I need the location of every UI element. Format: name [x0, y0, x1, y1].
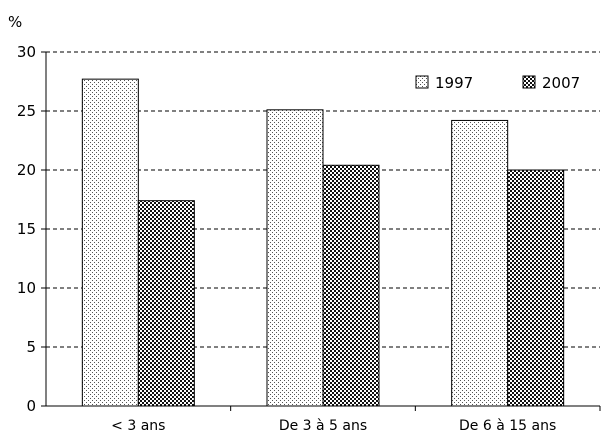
axes — [45, 52, 601, 411]
legend: 1997 2007 — [415, 74, 580, 92]
bar-1997-2 — [451, 119, 509, 407]
x-axis-labels: < 3 ans De 3 à 5 ans De 6 à 15 ans — [111, 418, 556, 434]
legend-swatch-1997 — [415, 75, 429, 89]
bar-2007-2 — [507, 169, 565, 407]
bar-2007-1 — [322, 164, 380, 407]
y-tick-label: 30 — [17, 43, 36, 61]
y-tick-label: 10 — [17, 279, 36, 297]
x-category-label: De 6 à 15 ans — [459, 418, 556, 434]
bar-1997-1 — [266, 109, 324, 407]
bar-1997-0 — [81, 78, 139, 407]
legend-label-1997: 1997 — [435, 74, 473, 92]
y-tick-label: 25 — [17, 102, 36, 120]
legend-swatch-2007 — [522, 75, 536, 89]
y-tick-label: 0 — [26, 397, 36, 415]
y-tick-label: 15 — [17, 220, 36, 238]
y-axis-ticks: 0 5 10 15 20 25 30 — [17, 43, 46, 415]
y-unit-label: % — [8, 13, 22, 31]
bar-2007-0 — [137, 200, 195, 407]
legend-label-2007: 2007 — [542, 74, 580, 92]
x-category-label: De 3 à 5 ans — [279, 418, 367, 434]
y-tick-label: 5 — [26, 338, 36, 356]
y-tick-label: 20 — [17, 161, 36, 179]
x-category-label: < 3 ans — [111, 418, 165, 434]
bar-series — [81, 78, 565, 407]
